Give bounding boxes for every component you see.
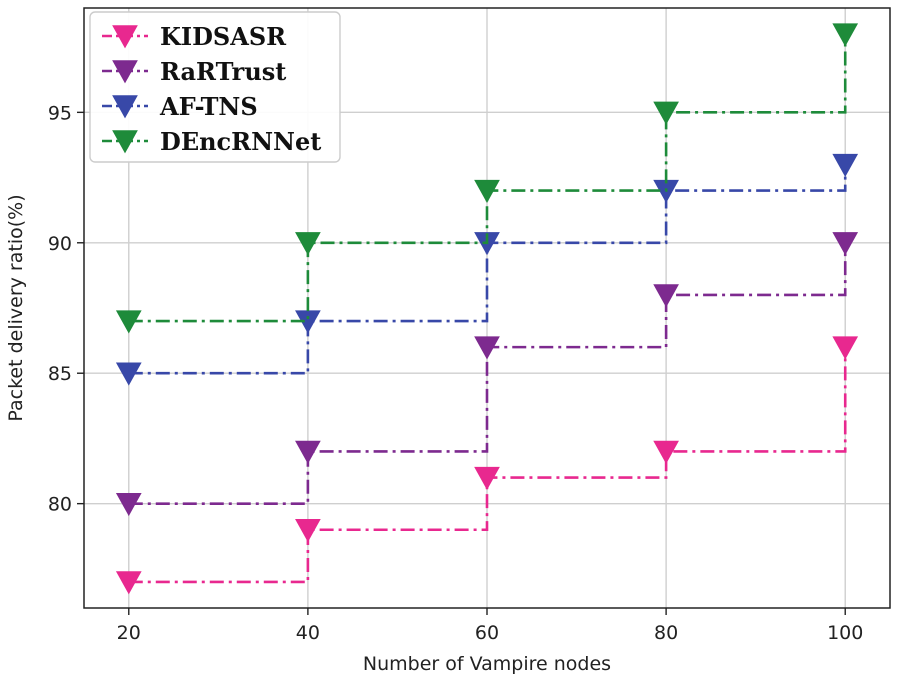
data-point-marker [115,362,142,386]
data-point-marker [474,336,500,360]
data-point-marker [653,284,679,308]
axis-ticks: 20 40 60 80 100 80 85 90 95 [48,102,864,644]
legend-label: RaRTrust [160,57,286,86]
series-rartrust [115,232,859,517]
data-point-marker [474,179,500,204]
legend-label: AF-TNS [159,92,258,121]
data-point-marker [832,336,859,360]
series-dencrnnet [115,23,859,334]
y-tick-label: 95 [48,102,72,124]
legend-item: AF-TNS [102,92,258,121]
legend-label: DEncRNNet [160,127,321,156]
y-tick-label: 85 [48,363,72,385]
data-point-marker [832,23,859,47]
y-tick-label: 90 [48,233,72,255]
x-tick-label: 80 [654,622,678,644]
legend-marker [112,60,138,84]
x-tick-label: 40 [296,622,320,644]
legend-item: DEncRNNet [102,127,321,156]
legend: KIDSASR RaRTrust AF-TNS DEncRNNet [89,11,341,163]
legend-box [89,11,341,163]
data-point-marker [295,519,321,543]
data-point-marker [115,571,142,595]
series-kidsasr [115,336,859,595]
x-axis-title: Number of Vampire nodes [363,653,611,675]
data-point-marker [653,101,679,125]
y-tick-label: 80 [48,494,72,516]
legend-item: RaRTrust [102,57,286,86]
data-point-marker [474,466,500,490]
data-point-marker [653,440,679,464]
y-axis-title: Packet delivery ratio(%) [5,194,27,421]
data-point-marker [115,492,142,517]
data-point-marker [295,232,321,256]
x-tick-label: 20 [117,622,141,644]
legend-marker [112,130,138,154]
data-point-marker [295,440,321,464]
data-point-marker [115,310,142,334]
x-tick-label: 60 [475,622,499,644]
legend-label: KIDSASR [160,22,287,51]
legend-item: KIDSASR [102,22,287,51]
series-layer [115,23,859,595]
data-point-marker [832,232,859,256]
legend-marker [112,95,138,119]
data-point-marker [832,153,859,177]
x-tick-label: 100 [827,622,863,644]
legend-marker [112,25,138,49]
